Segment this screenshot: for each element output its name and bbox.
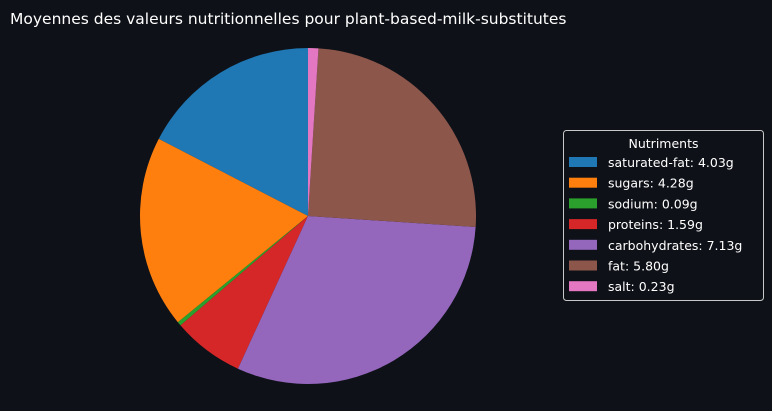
legend-swatch-proteins xyxy=(569,219,597,230)
pie-slices xyxy=(139,48,477,384)
legend-swatch-sugars xyxy=(569,177,597,188)
legend-frame xyxy=(563,130,764,301)
legend-label-sodium: sodium: 0.09g xyxy=(608,196,698,211)
legend-swatch-saturated-fat xyxy=(569,157,597,167)
legend-title: Nutriments xyxy=(629,136,699,151)
pie-slice-sodium xyxy=(177,216,308,326)
legend-label-fat: fat: 5.80g xyxy=(608,259,669,274)
legend-label-sugars: sugars: 4.28g xyxy=(608,176,694,191)
legend-swatch-fat xyxy=(569,260,597,271)
legend-label-carbohydrates: carbohydrates: 7.13g xyxy=(608,238,742,253)
legend-swatch-carbohydrates xyxy=(569,239,597,250)
legend-swatch-sodium xyxy=(569,198,597,209)
legend: Nutriments saturated-fat: 4.03g sugars: 4… xyxy=(563,130,764,301)
legend-label-saturated-fat: saturated-fat: 4.03g xyxy=(608,155,734,170)
pie-slice-fat xyxy=(308,48,477,228)
pie-slice-proteins xyxy=(180,216,308,369)
chart-title: Moyennes des valeurs nutritionnelles pou… xyxy=(10,10,566,28)
pie-slice-sugars xyxy=(139,138,308,323)
legend-entries: saturated-fat: 4.03g sugars: 4.28g sodium:… xyxy=(569,155,742,294)
pie-slice-carbohydrates xyxy=(237,216,476,384)
pie-slice-salt xyxy=(308,48,319,216)
legend-label-proteins: proteins: 1.59g xyxy=(608,217,703,232)
pie-slice-saturated-fat xyxy=(158,48,308,216)
legend-swatch-salt xyxy=(569,281,597,292)
legend-label-salt: salt: 0.23g xyxy=(608,279,675,294)
